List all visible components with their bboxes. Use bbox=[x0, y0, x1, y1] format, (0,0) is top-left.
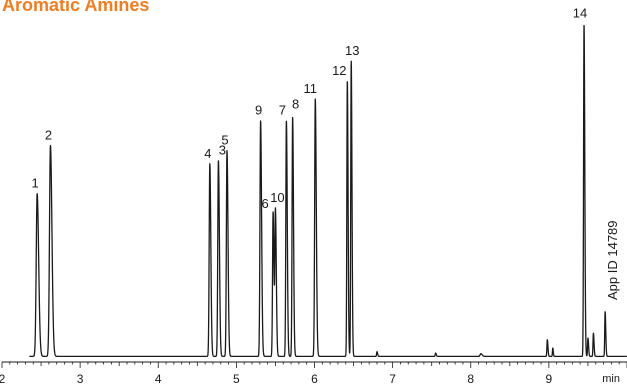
peak-label-4: 4 bbox=[204, 146, 211, 161]
peak-label-13: 13 bbox=[345, 43, 359, 58]
x-tick-label: 7 bbox=[389, 372, 396, 386]
peak-label-1: 1 bbox=[32, 176, 39, 191]
x-tick-label: 9 bbox=[546, 372, 553, 386]
x-tick-label: 3 bbox=[77, 372, 84, 386]
peak-label-5: 5 bbox=[221, 133, 228, 148]
app-id-annotation: App ID 14789 bbox=[605, 220, 620, 300]
x-tick-label: 8 bbox=[467, 372, 474, 386]
chromatogram-trace bbox=[28, 24, 627, 357]
plot-area bbox=[28, 24, 627, 357]
x-tick-label: 4 bbox=[155, 372, 162, 386]
chart-title: Aromatic Amines bbox=[2, 0, 150, 15]
peak-label-7: 7 bbox=[279, 103, 286, 118]
x-tick-label: 6 bbox=[311, 372, 318, 386]
x-tick-label: 5 bbox=[233, 372, 240, 386]
peak-label-11: 11 bbox=[304, 81, 318, 96]
peak-label-3: 3 bbox=[219, 142, 226, 157]
peak-label-12: 12 bbox=[332, 63, 346, 78]
peak-label-8: 8 bbox=[292, 96, 299, 111]
peak-label-10: 10 bbox=[270, 190, 284, 205]
x-axis: 2 3 4 5 6 7 8 9 min bbox=[0, 361, 627, 386]
peak-label-14: 14 bbox=[573, 5, 587, 20]
peak-label-9: 9 bbox=[255, 103, 262, 118]
x-axis-unit: min bbox=[602, 373, 620, 385]
peak-label-6: 6 bbox=[261, 196, 268, 211]
x-tick-label: 2 bbox=[0, 372, 6, 386]
peak-label-2: 2 bbox=[45, 128, 52, 143]
